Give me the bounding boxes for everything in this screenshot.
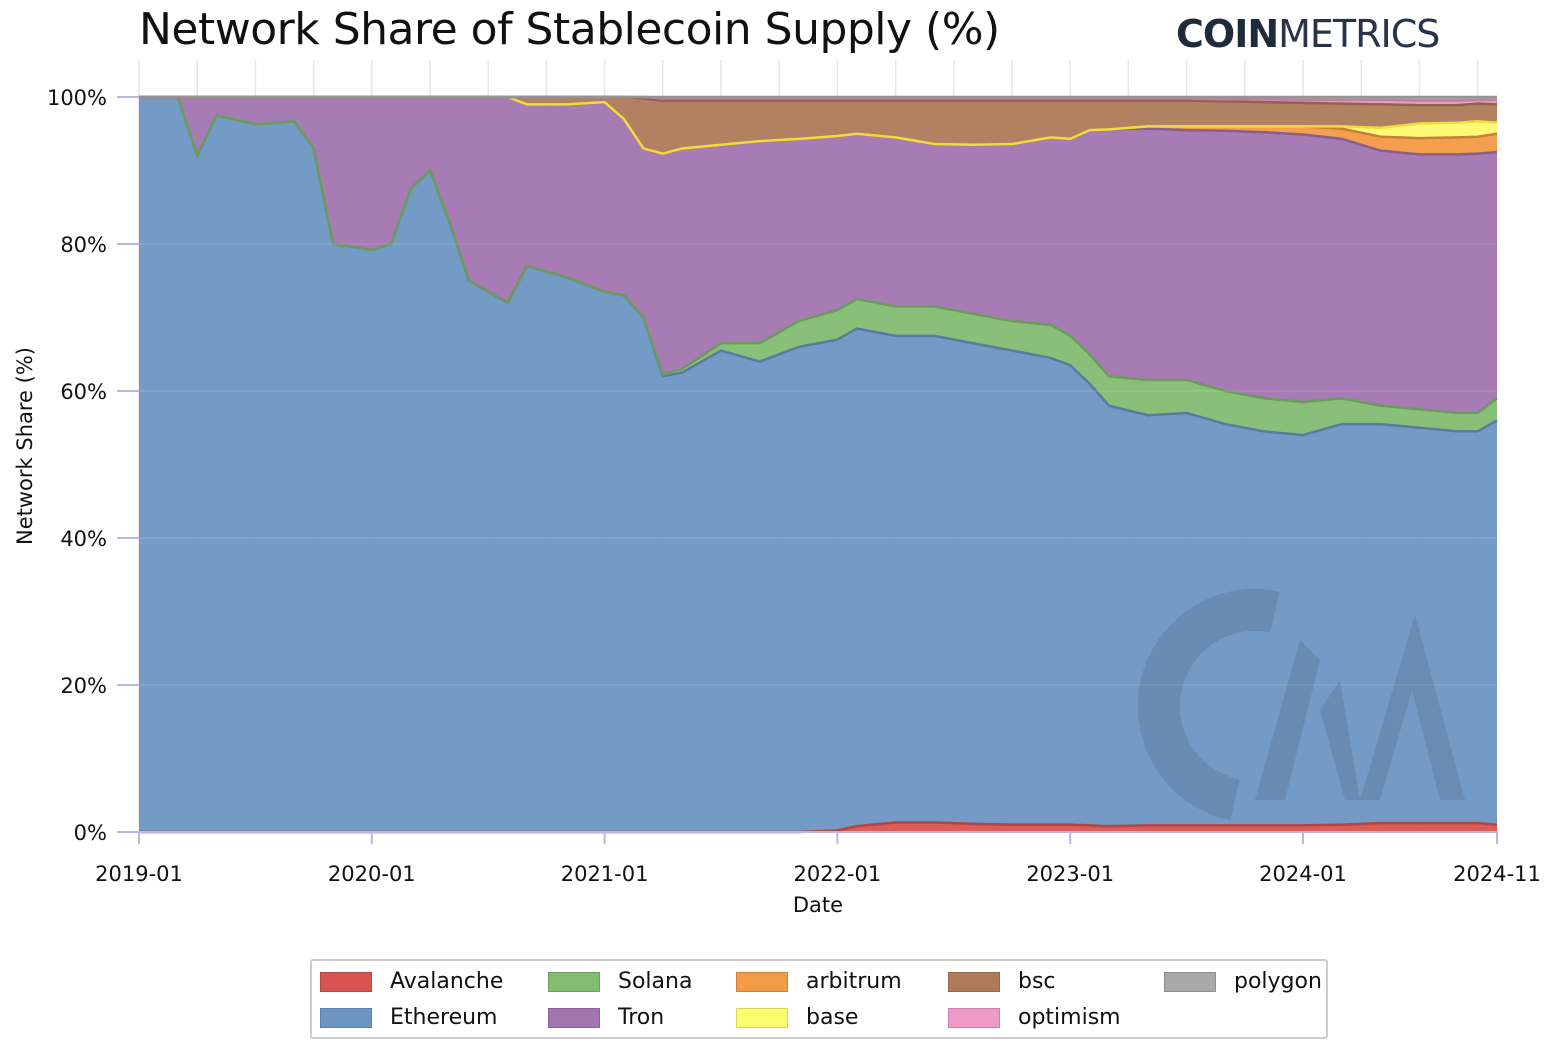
- logo-bold: COIN: [1176, 12, 1279, 56]
- legend-label: arbitrum: [806, 969, 902, 994]
- legend-label: bsc: [1018, 969, 1056, 994]
- chart-title: Network Share of Stablecoin Supply (%): [139, 4, 1000, 55]
- legend-label: Ethereum: [390, 1005, 498, 1030]
- cm-watermark: [1137, 588, 1465, 821]
- watermark-c-shape: [1137, 588, 1280, 821]
- legend-swatch: [548, 971, 600, 992]
- y-tick-label: 60%: [60, 380, 107, 404]
- legend-item-arbitrum[interactable]: arbitrum: [736, 969, 902, 994]
- legend-label: optimism: [1018, 1005, 1121, 1030]
- legend-label: Tron: [618, 1005, 665, 1030]
- legend-swatch: [736, 1007, 788, 1028]
- legend-swatch: [736, 971, 788, 992]
- watermark-m-shape: [1255, 615, 1465, 800]
- legend-swatch: [320, 1007, 372, 1028]
- x-tick-label: 2023-01: [1026, 862, 1114, 886]
- y-tick-label: 100%: [47, 86, 107, 110]
- coinmetrics-logo: COINMETRICS: [1176, 12, 1440, 56]
- legend-item-avalanche[interactable]: Avalanche: [320, 969, 503, 994]
- area-bsc: [139, 97, 1497, 154]
- legend-swatch: [1164, 971, 1216, 992]
- x-tick-label: 2019-01: [95, 862, 183, 886]
- area-tron: [139, 97, 1497, 414]
- edge-line-solana: [139, 95, 1498, 415]
- legend-swatch: [948, 971, 1000, 992]
- y-tick-label: 40%: [60, 527, 107, 551]
- legend-label: polygon: [1234, 969, 1322, 994]
- legend-label: Avalanche: [390, 969, 504, 994]
- legend-item-polygon[interactable]: polygon: [1164, 969, 1322, 994]
- logo-light: METRICS: [1278, 12, 1440, 56]
- stacked-area-chart: 0% 20% 40% 60% 80% 100% 2019-01 2020-01 2021-01 2…: [13, 60, 1541, 917]
- legend-swatch: [320, 971, 372, 992]
- legend-swatch: [548, 1007, 600, 1028]
- axes: 0% 20% 40% 60% 80% 100% 2019-01 2020-01 2021-01 2…: [47, 86, 1541, 886]
- x-tick-label: 2021-01: [561, 862, 649, 886]
- y-axis-label: Network Share (%): [13, 347, 37, 545]
- legend-item-tron[interactable]: Tron: [548, 1005, 664, 1030]
- x-axis-label: Date: [793, 893, 843, 917]
- y-tick-label: 0%: [74, 821, 107, 845]
- y-tick-label: 80%: [60, 233, 107, 257]
- legend-item-optimism[interactable]: optimism: [948, 1005, 1121, 1030]
- x-tick-label: 2024-01: [1259, 862, 1347, 886]
- y-tick-label: 20%: [60, 674, 107, 698]
- area-avalanche: [139, 822, 1497, 832]
- area-ethereum: [139, 97, 1497, 832]
- legend-item-base[interactable]: base: [736, 1005, 858, 1030]
- legend-swatch: [948, 1007, 1000, 1028]
- legend: Avalanche Solana arbitrum bsc polygon Ethereu…: [310, 959, 1328, 1039]
- legend-item-solana[interactable]: Solana: [548, 969, 692, 994]
- x-tick-label: 2024-11: [1453, 862, 1541, 886]
- x-tick-label: 2022-01: [794, 862, 882, 886]
- area-layers: [139, 95, 1498, 834]
- legend-item-ethereum[interactable]: Ethereum: [320, 1005, 497, 1030]
- legend-item-bsc[interactable]: bsc: [948, 969, 1056, 994]
- x-tick-label: 2020-01: [328, 862, 416, 886]
- legend-label: Solana: [618, 969, 693, 994]
- legend-label: base: [806, 1005, 859, 1030]
